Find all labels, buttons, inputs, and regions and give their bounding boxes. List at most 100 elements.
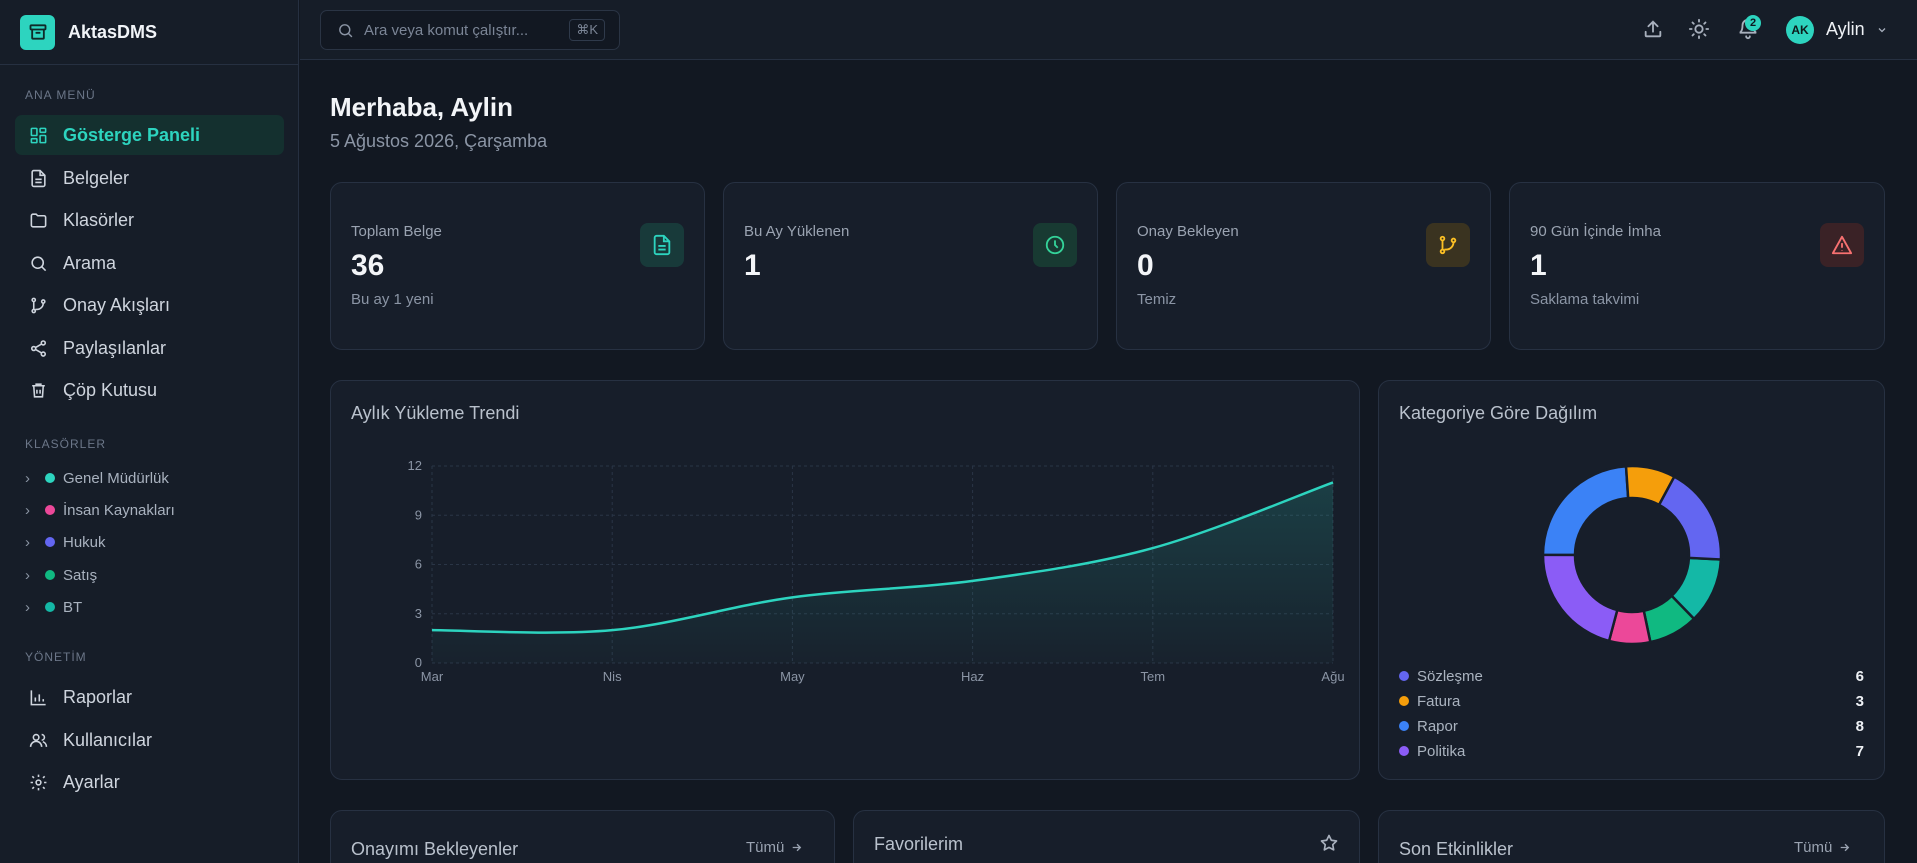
search-icon bbox=[339, 23, 353, 37]
legend-label: Politika bbox=[1417, 742, 1466, 760]
sidebar-item-label: Kullanıcılar bbox=[63, 729, 153, 750]
folder-item[interactable]: › BT bbox=[25, 596, 82, 618]
x-tick-label: Ağu bbox=[1321, 669, 1344, 684]
x-tick-label: Mar bbox=[421, 669, 444, 684]
category-donut-chart bbox=[1541, 464, 1723, 646]
stat-value: 0 bbox=[1137, 249, 1154, 282]
sidebar-item-reports[interactable]: Raporlar bbox=[15, 677, 284, 717]
page-date: 5 Ağustos 2026, Çarşamba bbox=[330, 131, 548, 151]
git-branch-icon bbox=[31, 297, 46, 313]
folder-item[interactable]: › Genel Müdürlük bbox=[25, 467, 169, 489]
folder-item[interactable]: › Hukuk bbox=[25, 531, 106, 553]
legend-value: 8 bbox=[1855, 717, 1864, 735]
file-text-icon bbox=[640, 223, 684, 267]
category-panel: Kategoriye Göre Dağılım Sözleşme 6 Fatur… bbox=[1378, 380, 1885, 780]
sidebar: AktasDMS ANA MENÜ Gösterge Paneli Belgel… bbox=[0, 0, 299, 863]
folder-label: Satış bbox=[63, 566, 98, 584]
folder-color-dot bbox=[45, 505, 55, 515]
sidebar-item-documents[interactable]: Belgeler bbox=[15, 158, 284, 198]
stat-value: 1 bbox=[744, 249, 761, 282]
y-tick-label: 12 bbox=[408, 458, 422, 473]
chevron-right-icon: › bbox=[25, 598, 30, 616]
sidebar-item-folders[interactable]: Klasörler bbox=[15, 200, 284, 240]
y-tick-label: 6 bbox=[415, 557, 422, 572]
git-branch-icon bbox=[1426, 223, 1470, 267]
legend-label: Rapor bbox=[1417, 717, 1458, 735]
user-name[interactable]: Aylin bbox=[1826, 19, 1865, 39]
sidebar-item-search[interactable]: Arama bbox=[15, 243, 284, 283]
sidebar-item-label: Ayarlar bbox=[63, 771, 120, 792]
panel-title: Kategoriye Göre Dağılım bbox=[1399, 403, 1598, 423]
sidebar-item-shared[interactable]: Paylaşılanlar bbox=[15, 328, 284, 368]
y-tick-label: 0 bbox=[415, 655, 422, 670]
folder-label: BT bbox=[63, 598, 83, 616]
legend-dot bbox=[1399, 721, 1409, 731]
folder-label: Genel Müdürlük bbox=[63, 469, 169, 487]
stat-card-pending-approval[interactable]: Onay Bekleyen 0 Temiz bbox=[1116, 182, 1491, 350]
page-title: Merhaba, Aylin bbox=[330, 92, 514, 122]
sidebar-item-dashboard[interactable]: Gösterge Paneli bbox=[15, 115, 284, 155]
trend-panel: Aylık Yükleme Trendi 0 3 6 9 12 Mar Nis May Haz T… bbox=[330, 380, 1360, 780]
legend-dot bbox=[1399, 671, 1409, 681]
donut-slice bbox=[1541, 464, 1630, 557]
view-all-link[interactable]: Tümü bbox=[746, 839, 803, 856]
search-input[interactable] bbox=[364, 21, 564, 39]
stat-card-disposal-90-days[interactable]: 90 Gün İçinde İmha 1 Saklama takvimi bbox=[1509, 182, 1885, 350]
section-title-main: ANA MENÜ bbox=[25, 88, 96, 102]
folder-icon bbox=[30, 212, 47, 228]
sidebar-item-label: Gösterge Paneli bbox=[63, 124, 201, 145]
archive-icon bbox=[20, 14, 55, 50]
x-tick-label: Nis bbox=[603, 669, 622, 684]
stat-sub: Bu ay 1 yeni bbox=[351, 291, 434, 308]
x-tick-label: May bbox=[780, 669, 805, 684]
gear-icon bbox=[30, 774, 47, 790]
stat-card-uploaded-this-month[interactable]: Bu Ay Yüklenen 1 bbox=[723, 182, 1098, 350]
donut-slice bbox=[1541, 553, 1619, 643]
document-icon bbox=[31, 169, 46, 187]
folder-item[interactable]: › Satış bbox=[25, 564, 97, 586]
legend-label: Fatura bbox=[1417, 692, 1461, 710]
panel-title: Aylık Yükleme Trendi bbox=[351, 403, 520, 423]
favorites-panel: Favorilerim bbox=[853, 810, 1360, 863]
stat-card-total-documents[interactable]: Toplam Belge 36 Bu ay 1 yeni bbox=[330, 182, 705, 350]
y-tick-label: 3 bbox=[415, 606, 422, 621]
arrow-right-icon bbox=[793, 843, 802, 852]
stat-sub: Temiz bbox=[1137, 291, 1177, 308]
legend-value: 7 bbox=[1855, 742, 1864, 760]
view-all-label: Tümü bbox=[1794, 839, 1833, 856]
avatar[interactable]: AK bbox=[1786, 16, 1814, 44]
sidebar-item-settings[interactable]: Ayarlar bbox=[15, 762, 284, 802]
notification-badge: 2 bbox=[1745, 15, 1761, 31]
sidebar-item-label: Arama bbox=[63, 252, 117, 273]
chevron-right-icon: › bbox=[25, 501, 30, 519]
view-all-link[interactable]: Tümü bbox=[1794, 839, 1851, 856]
sidebar-item-trash[interactable]: Çöp Kutusu bbox=[15, 370, 284, 410]
upload-icon[interactable] bbox=[1642, 18, 1664, 40]
panel-title: Son Etkinlikler bbox=[1399, 839, 1514, 859]
panel-title: Favorilerim bbox=[874, 834, 964, 854]
chevron-down-icon[interactable] bbox=[1876, 24, 1888, 36]
folder-item[interactable]: › İnsan Kaynakları bbox=[25, 499, 175, 521]
legend-value: 3 bbox=[1855, 692, 1864, 710]
folder-label: Hukuk bbox=[63, 533, 106, 551]
search-box[interactable]: ⌘K bbox=[320, 10, 620, 50]
sidebar-item-approval-flows[interactable]: Onay Akışları bbox=[15, 285, 284, 325]
sun-icon[interactable] bbox=[1688, 18, 1710, 40]
chevron-right-icon: › bbox=[25, 533, 30, 551]
sidebar-item-users[interactable]: Kullanıcılar bbox=[15, 720, 284, 760]
brand[interactable]: AktasDMS bbox=[0, 0, 298, 65]
shortcut-hint: ⌘K bbox=[569, 19, 605, 41]
chevron-right-icon: › bbox=[25, 469, 30, 487]
donut-slice bbox=[1657, 475, 1723, 561]
stat-label: Toplam Belge bbox=[351, 223, 442, 240]
sidebar-item-label: Belgeler bbox=[63, 167, 130, 188]
section-title-folders: KLASÖRLER bbox=[25, 437, 107, 451]
star-icon[interactable] bbox=[1319, 833, 1339, 853]
pending-approvals-panel: Onayımı Bekleyenler Tümü bbox=[330, 810, 835, 863]
folder-color-dot bbox=[45, 602, 55, 612]
y-tick-label: 9 bbox=[415, 507, 422, 522]
share-icon bbox=[30, 339, 47, 357]
clock-icon bbox=[1033, 223, 1077, 267]
folder-color-dot bbox=[45, 473, 55, 483]
stat-sub: Saklama takvimi bbox=[1530, 291, 1640, 308]
